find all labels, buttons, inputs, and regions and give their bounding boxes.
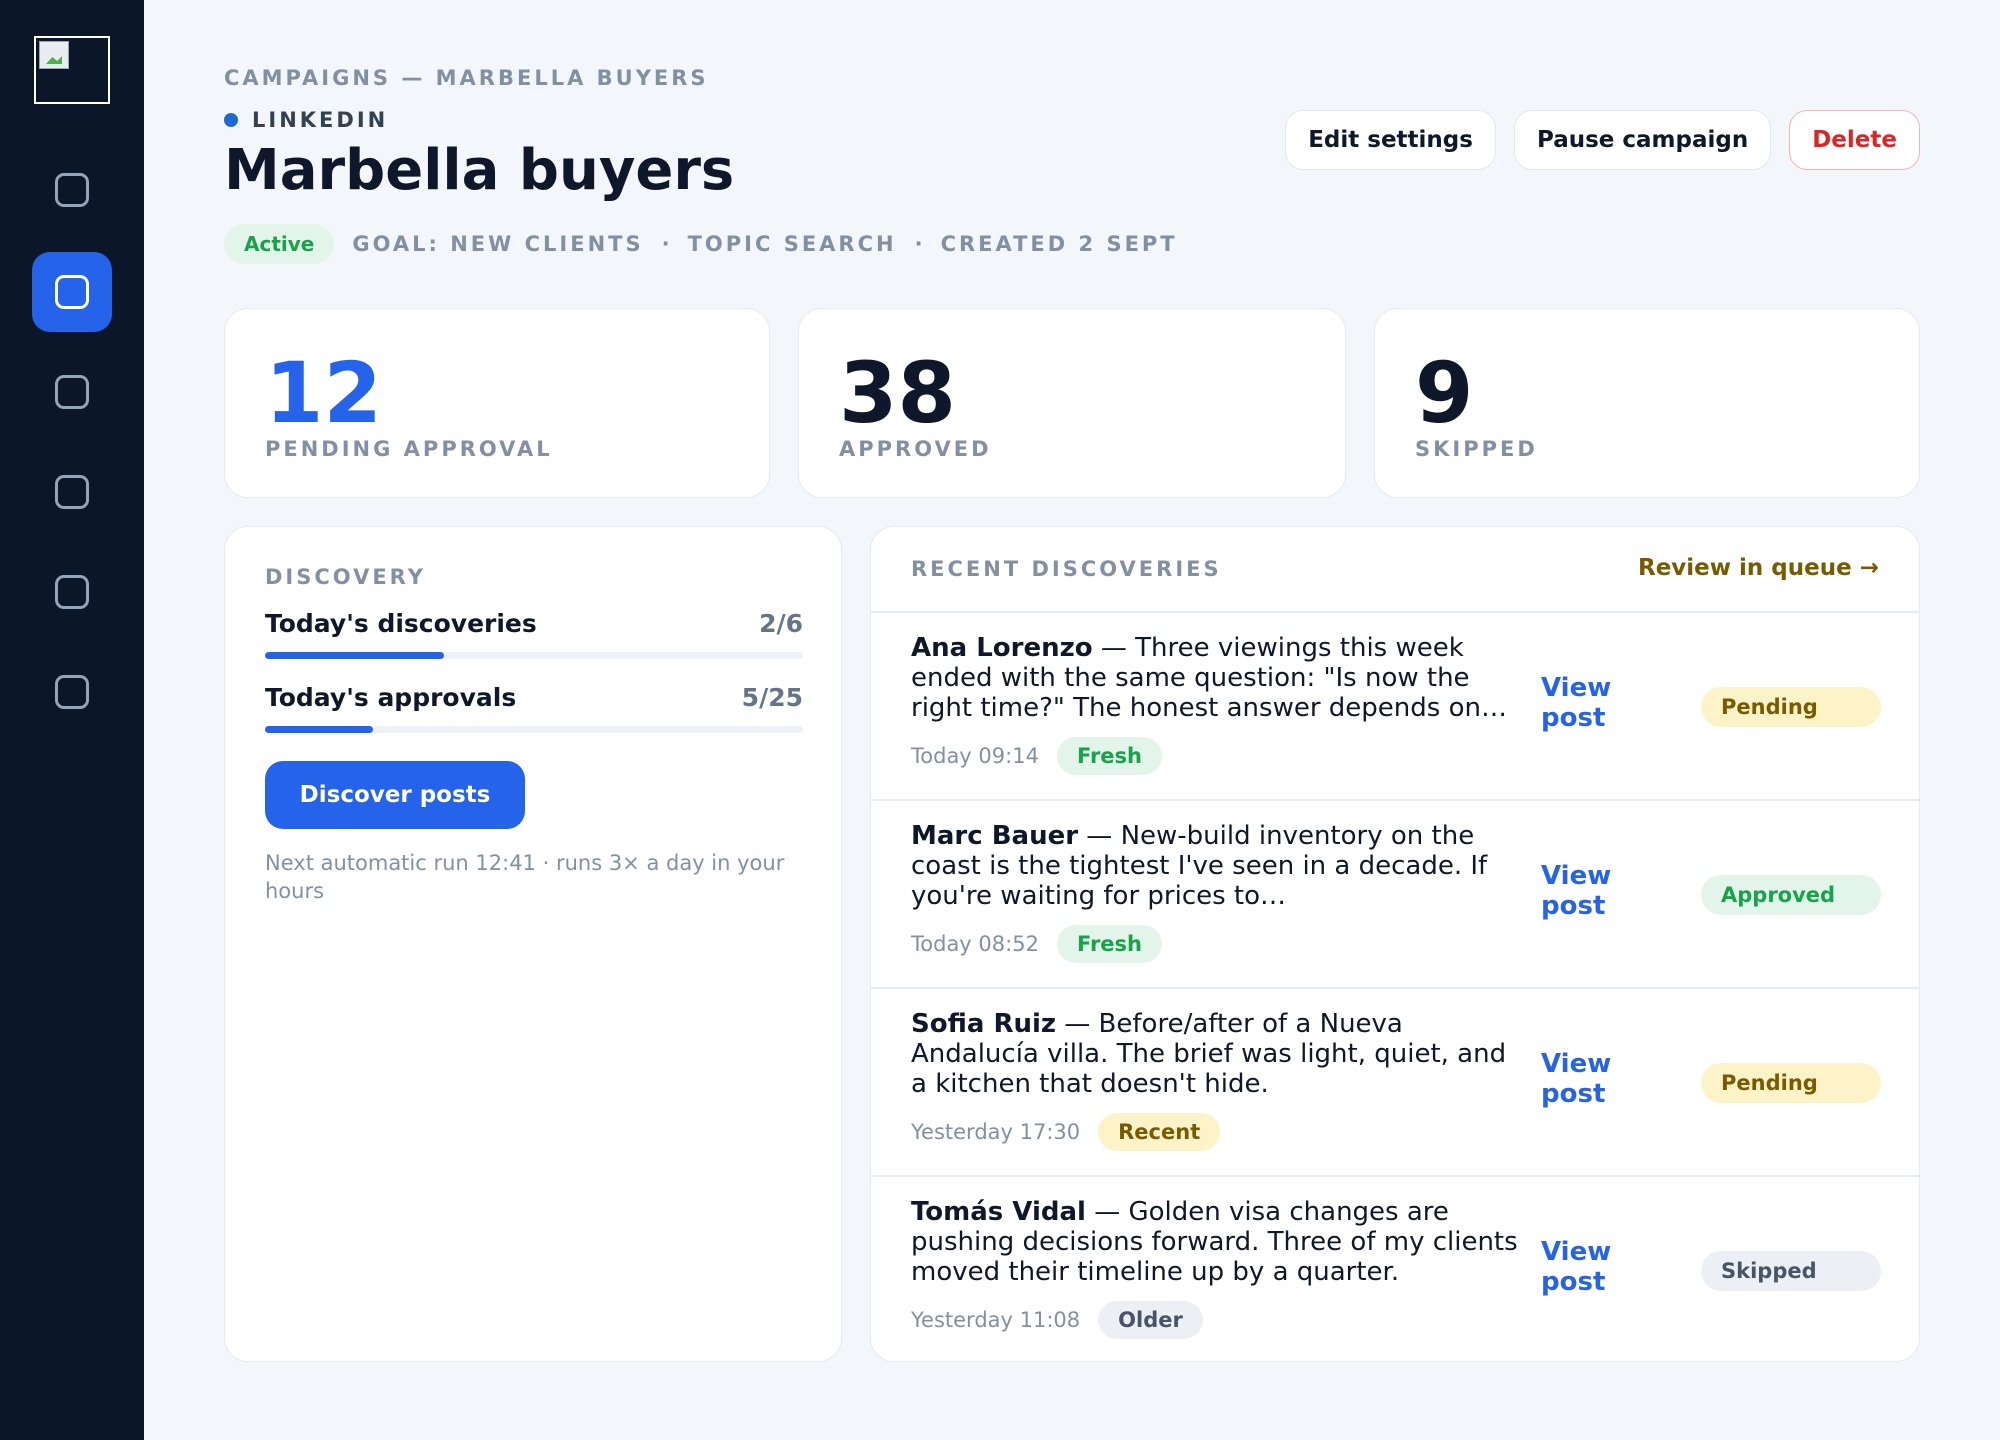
discover-posts-button[interactable]: Discover posts (265, 761, 525, 829)
discovery-row: Tomás Vidal — Golden visa changes are pu… (871, 1177, 1919, 1361)
sidebar (0, 0, 144, 1440)
freshness-tag: Fresh (1056, 737, 1162, 775)
stat-card-skipped: 9 SKIPPED (1374, 308, 1920, 498)
post-text: — Three viewings this week ended with th… (911, 633, 1507, 723)
mode-label: TOPIC SEARCH (687, 232, 897, 256)
discovery-row: Sofia Ruiz — Before/after of a Nueva And… (871, 989, 1919, 1177)
freshness-tag: Recent (1098, 1113, 1221, 1151)
post-time: Yesterday 17:30 (911, 1120, 1081, 1144)
breadcrumb[interactable]: CAMPAIGNS — MARBELLA BUYERS (224, 66, 709, 90)
post-meta: Today 09:14 Fresh (911, 737, 1162, 775)
nav-square-icon (55, 375, 89, 409)
nav-square-icon (55, 275, 89, 309)
created-label: CREATED 2 SEPT (940, 232, 1178, 256)
status-pill: Approved (1701, 875, 1881, 915)
post-text: — Before/after of a Nueva Andalucía vill… (911, 1009, 1507, 1099)
post-text: — New-build inventory on the coast is th… (911, 821, 1488, 911)
progress-label: Today's approvals (265, 683, 517, 712)
nav-square-icon (55, 173, 89, 207)
post-meta: Yesterday 11:08 Older (911, 1301, 1203, 1339)
stat-label: APPROVED (839, 437, 992, 461)
approvals-progress: Today's approvals 5/25 (265, 683, 803, 733)
pause-campaign-button[interactable]: Pause campaign (1513, 110, 1772, 170)
post-author: Ana Lorenzo (911, 633, 1093, 663)
recent-header: RECENT DISCOVERIES Review in queue → (871, 527, 1919, 613)
post-excerpt: Tomás Vidal — Golden visa changes are pu… (911, 1197, 1525, 1287)
status-pill: Skipped (1701, 1251, 1881, 1291)
channel-name: LINKEDIN (252, 108, 389, 132)
progress-fill (265, 726, 373, 733)
post-meta: Yesterday 17:30 Recent (911, 1113, 1221, 1151)
view-post-link[interactable]: View post (1541, 673, 1612, 733)
discovery-panel: DISCOVERY Today's discoveries 2/6 Today'… (224, 526, 842, 1362)
discovery-heading: DISCOVERY (265, 565, 426, 589)
status-pill: Pending (1701, 687, 1881, 727)
meta-separator: · (914, 232, 923, 256)
post-time: Today 09:14 (911, 744, 1039, 768)
progress-fill (265, 652, 445, 659)
next-run-text: Next automatic run 12:41 · runs 3× a day… (265, 851, 785, 903)
sidebar-item-3[interactable] (32, 352, 112, 432)
channel-dot-icon (224, 113, 238, 127)
post-excerpt: Sofia Ruiz — Before/after of a Nueva And… (911, 1009, 1525, 1099)
sidebar-item-1[interactable] (32, 150, 112, 230)
sidebar-item-6[interactable] (32, 652, 112, 732)
post-author: Marc Bauer (911, 821, 1079, 851)
post-excerpt: Marc Bauer — New-build inventory on the … (911, 821, 1525, 911)
view-post-link[interactable]: View post (1541, 1237, 1612, 1297)
nav-square-icon (55, 575, 89, 609)
post-meta: Today 08:52 Fresh (911, 925, 1162, 963)
post-time: Yesterday 11:08 (911, 1308, 1081, 1332)
logo-image (34, 36, 110, 104)
stat-value: 12 (265, 344, 382, 442)
progress-count: 2/6 (759, 609, 803, 638)
recent-discoveries-panel: RECENT DISCOVERIES Review in queue → Ana… (870, 526, 1920, 1362)
post-author: Tomás Vidal (911, 1197, 1086, 1227)
post-time: Today 08:52 (911, 932, 1039, 956)
review-in-queue-link[interactable]: Review in queue → (1638, 555, 1879, 581)
stat-label: SKIPPED (1415, 437, 1538, 461)
delete-button[interactable]: Delete (1789, 110, 1920, 170)
progress-label: Today's discoveries (265, 609, 537, 638)
recent-heading: RECENT DISCOVERIES (911, 557, 1222, 581)
edit-settings-button[interactable]: Edit settings (1285, 110, 1496, 170)
progress-track (265, 652, 803, 659)
post-author: Sofia Ruiz (911, 1009, 1057, 1039)
status-pill: Pending (1701, 1063, 1881, 1103)
view-post-link[interactable]: View post (1541, 861, 1612, 921)
nav-square-icon (55, 675, 89, 709)
campaign-meta: Active GOAL: NEW CLIENTS · TOPIC SEARCH … (224, 224, 1178, 264)
broken-image-icon (39, 41, 69, 69)
channel-label: LINKEDIN (224, 108, 388, 132)
post-text: — Golden visa changes are pushing decisi… (911, 1197, 1518, 1287)
header-actions: Edit settings Pause campaign Delete (1285, 110, 1920, 170)
sidebar-item-2[interactable] (32, 252, 112, 332)
discovery-row: Ana Lorenzo — Three viewings this week e… (871, 613, 1919, 801)
stat-value: 38 (839, 344, 956, 442)
progress-track (265, 726, 803, 733)
freshness-tag: Fresh (1056, 925, 1162, 963)
freshness-tag: Older (1098, 1301, 1203, 1339)
sidebar-item-5[interactable] (32, 552, 112, 632)
stat-label: PENDING APPROVAL (265, 437, 553, 461)
stat-card-pending: 12 PENDING APPROVAL (224, 308, 770, 498)
discovery-row: Marc Bauer — New-build inventory on the … (871, 801, 1919, 989)
sidebar-item-4[interactable] (32, 452, 112, 532)
view-post-link[interactable]: View post (1541, 1049, 1612, 1109)
post-excerpt: Ana Lorenzo — Three viewings this week e… (911, 633, 1525, 723)
nav-square-icon (55, 475, 89, 509)
meta-separator: · (661, 232, 670, 256)
status-badge: Active (224, 224, 335, 264)
stat-value: 9 (1415, 344, 1474, 442)
stat-card-approved: 38 APPROVED (798, 308, 1346, 498)
progress-count: 5/25 (741, 683, 803, 712)
discoveries-progress: Today's discoveries 2/6 (265, 609, 803, 659)
goal-label: GOAL: NEW CLIENTS (352, 232, 644, 256)
page-title: Marbella buyers (224, 138, 735, 203)
